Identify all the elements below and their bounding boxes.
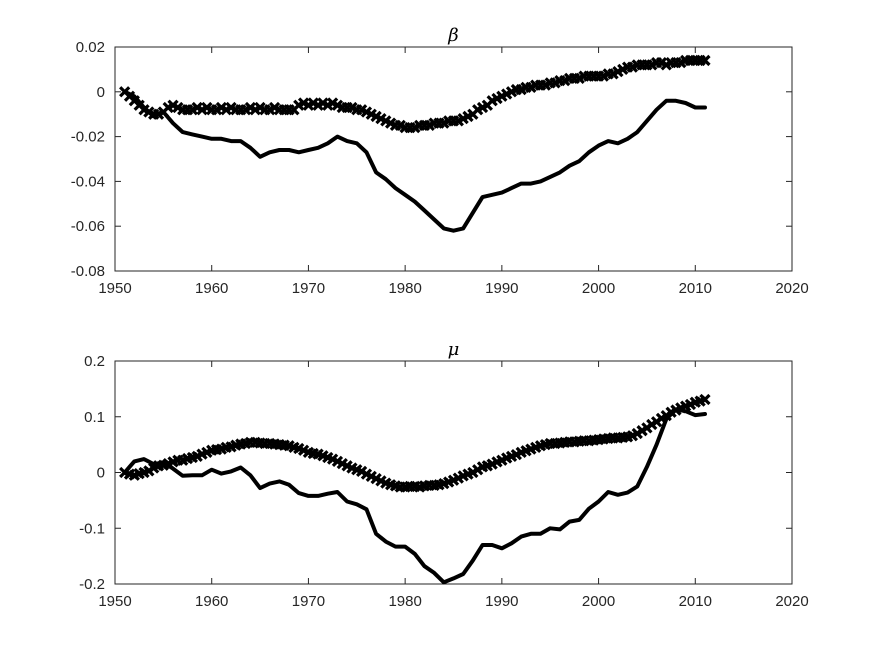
chart-panel-2: 1950 1960 1970 1980 1990 2000 2010 2020 -0.2 -0.1… <box>79 339 809 610</box>
x-tick-label: 2010 <box>679 593 712 610</box>
y-tick-label: -0.04 <box>71 173 105 190</box>
x-tick-label: 1950 <box>98 280 131 297</box>
y-tick-label: 0 <box>97 84 105 101</box>
y-tick-label: -0.2 <box>79 576 105 593</box>
series-line <box>122 89 707 233</box>
x-tick-label: 2020 <box>775 280 808 297</box>
y-tick-label: 0.2 <box>84 353 105 370</box>
series-line <box>122 407 707 585</box>
plot-area <box>114 46 793 272</box>
x-tick-label: 1980 <box>388 593 421 610</box>
data-point-marker <box>699 54 711 67</box>
chart-title: μ <box>448 339 460 360</box>
y-tick-label: -0.06 <box>71 218 105 235</box>
x-tick-label: 2000 <box>582 280 615 297</box>
series-markers <box>119 393 711 493</box>
data-point-marker <box>699 393 711 406</box>
x-tick-label: 1990 <box>485 593 518 610</box>
chart-title: β <box>447 25 458 46</box>
x-tick-label: 2000 <box>582 593 615 610</box>
x-tick-label: 1970 <box>292 593 325 610</box>
series-markers <box>119 54 711 134</box>
y-tick-label: -0.08 <box>71 263 105 280</box>
y-tick-label: 0.1 <box>84 409 105 426</box>
x-tick-label: 2010 <box>679 280 712 297</box>
x-tick-label: 1960 <box>195 593 228 610</box>
x-tick-label: 1960 <box>195 280 228 297</box>
y-tick-label: 0 <box>97 465 105 482</box>
x-tick-label: 2020 <box>775 593 808 610</box>
y-tick-label: 0.02 <box>76 39 105 56</box>
x-tick-label: 1950 <box>98 593 131 610</box>
y-tick-label: -0.1 <box>79 520 105 537</box>
x-tick-label: 1990 <box>485 280 518 297</box>
chart-panel-1: 1950 1960 1970 1980 1990 2000 2010 2020 -0.08 -0.… <box>71 25 809 297</box>
x-tick-label: 1980 <box>388 280 421 297</box>
y-tick-label: -0.02 <box>71 129 105 146</box>
x-tick-label: 1970 <box>292 280 325 297</box>
